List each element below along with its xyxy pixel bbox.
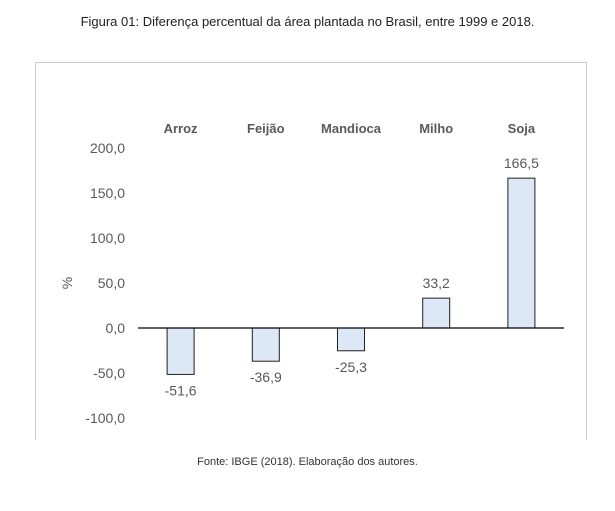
category-labels: Arroz Feijão Mandioca Milho Soja [164, 121, 536, 136]
bar [166, 327, 195, 375]
y-tick-label: 150,0 [90, 185, 125, 201]
figure-title: Figura 01: Diferença percentual da área … [80, 14, 535, 29]
y-tick-label: 200,0 [90, 140, 125, 156]
data-label: -25,3 [335, 359, 367, 375]
category-label: Milho [419, 121, 453, 136]
y-tick-label: -100,0 [85, 410, 125, 426]
y-axis-label: % [59, 277, 75, 289]
bar [337, 327, 365, 352]
category-label: Feijão [247, 121, 285, 136]
data-label: 33,2 [423, 275, 450, 291]
bar [251, 327, 280, 362]
chart-frame [35, 62, 587, 440]
y-axis-ticks: 200,0 150,0 100,0 50,0 0,0 -50,0 -100,0 [85, 140, 125, 426]
y-tick-label: -50,0 [93, 365, 125, 381]
figure-source: Fonte: IBGE (2018). Elaboração dos autor… [197, 456, 418, 468]
bars [166, 177, 536, 375]
y-tick-label: 0,0 [106, 320, 126, 336]
bar [422, 297, 451, 329]
category-label: Soja [508, 121, 536, 136]
data-label: -51,6 [165, 382, 197, 398]
data-label: -36,9 [250, 369, 282, 385]
y-tick-label: 100,0 [90, 230, 125, 246]
bar [507, 177, 536, 329]
category-label: Mandioca [321, 121, 382, 136]
value-labels: -51,6 -36,9 -25,3 33,2 166,5 [165, 155, 539, 398]
category-label: Arroz [164, 121, 198, 136]
data-label: 166,5 [504, 155, 539, 171]
y-tick-label: 50,0 [98, 275, 125, 291]
